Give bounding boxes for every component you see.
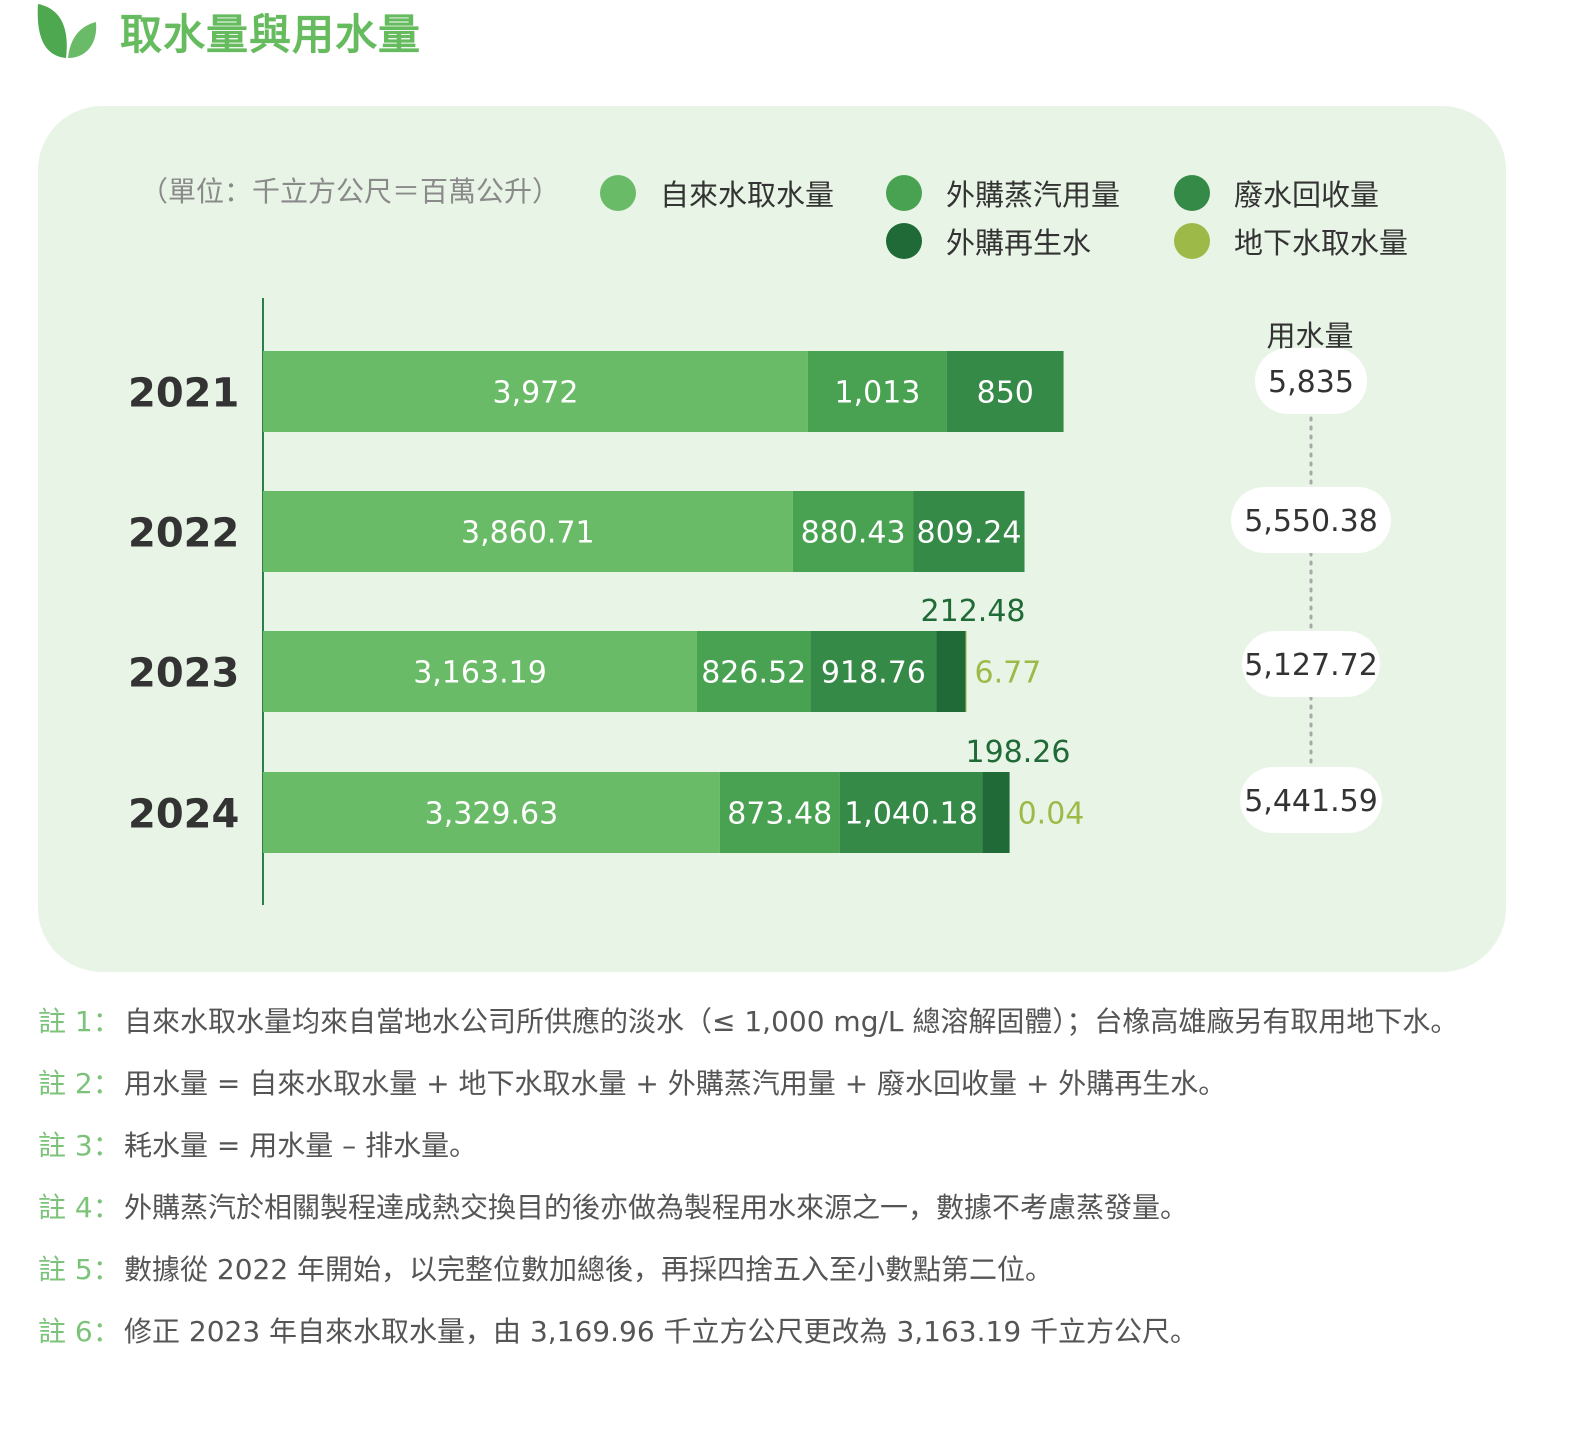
legend-label: 外購再生水	[946, 226, 1092, 260]
data-label: 850	[977, 376, 1034, 411]
data-label: 1,013	[835, 376, 921, 411]
total-pill	[1231, 487, 1391, 553]
bar-segment	[810, 631, 937, 712]
legend-label: 地下水取水量	[1234, 226, 1409, 260]
legend-swatch	[1174, 223, 1210, 259]
data-label: 809.24	[917, 516, 1022, 551]
total-pill	[1242, 631, 1380, 697]
bar-segment	[263, 491, 793, 572]
unit-label: （單位：千立方公尺＝百萬公升）	[140, 175, 561, 208]
bar-segment	[263, 772, 720, 853]
data-label: 3,860.71	[461, 516, 595, 551]
note-label: 註 1：	[38, 1005, 121, 1038]
category-label: 2024	[128, 792, 239, 838]
category-label: 2023	[128, 651, 239, 697]
note-2: 註 2： 用水量 = 自來水取水量 + 地下水取水量 + 外購蒸汽用量 + 廢水…	[38, 1062, 1518, 1106]
total-label: 5,127.72	[1244, 648, 1378, 683]
legend-swatch	[886, 223, 922, 259]
legend-label: 廢水回收量	[1234, 178, 1380, 212]
note-label: 註 4：	[38, 1191, 121, 1224]
note-5: 註 5： 數據從 2022 年開始，以完整位數加總後，再採四捨五入至小數點第二位…	[38, 1248, 1518, 1292]
note-label: 註 6：	[38, 1315, 121, 1348]
legend-item-tap-water: 自來水取水量	[600, 172, 834, 214]
data-label: 826.52	[701, 656, 806, 691]
bar-segment	[839, 772, 983, 853]
bar-segment	[913, 491, 1025, 572]
bar-segment	[946, 351, 1064, 432]
legend-item-steam: 外購蒸汽用量	[886, 172, 1120, 214]
leaf-icon	[37, 4, 97, 58]
notes: 註 1： 自來水取水量均來自當地水公司所供應的淡水（≤ 1,000 mg/L 總…	[38, 1000, 1518, 1372]
bar-segment	[807, 351, 947, 432]
legend-label: 自來水取水量	[660, 178, 835, 212]
bar-segment	[263, 351, 808, 432]
note-6: 註 6： 修正 2023 年自來水取水量，由 3,169.96 千立方公尺更改為…	[38, 1310, 1518, 1354]
legend-swatch	[886, 175, 922, 211]
note-label: 註 3：	[38, 1129, 121, 1162]
data-label: 198.26	[965, 735, 1070, 770]
data-label: 918.76	[821, 656, 926, 691]
legend-item-reclaimed: 外購再生水	[886, 220, 1091, 262]
note-label: 註 5：	[38, 1253, 121, 1286]
data-label: 873.48	[727, 797, 832, 832]
bar-segment	[965, 631, 967, 712]
total-pill	[1240, 767, 1382, 833]
bar-segment	[719, 772, 840, 853]
total-pill	[1255, 348, 1367, 414]
water-use-heading: 用水量	[1266, 319, 1354, 353]
data-label: 6.77	[975, 656, 1042, 691]
legend-label: 外購蒸汽用量	[946, 178, 1121, 212]
stacked-bar-chart: 2021 3,972 1,013 850 5,835 2022 3,860.71 880.43…	[128, 298, 1391, 905]
data-label: 3,972	[493, 376, 579, 411]
data-label: 212.48	[921, 594, 1026, 629]
note-text: 外購蒸汽於相關製程達成熱交換目的後亦做為製程用水來源之一，數據不考慮蒸發量。	[124, 1191, 1189, 1224]
category-label: 2022	[128, 511, 239, 557]
total-label: 5,835	[1268, 365, 1354, 400]
category-label: 2021	[128, 371, 239, 417]
data-label: 0.04	[1018, 797, 1085, 832]
note-text: 數據從 2022 年開始，以完整位數加總後，再採四捨五入至小數點第二位。	[124, 1253, 1054, 1286]
legend-swatch	[600, 175, 636, 211]
bar-segment	[982, 772, 1010, 853]
note-text: 自來水取水量均來自當地水公司所供應的淡水（≤ 1,000 mg/L 總溶解固體）…	[124, 1005, 1459, 1038]
note-3: 註 3： 耗水量 = 用水量 – 排水量。	[38, 1124, 1518, 1168]
data-label: 3,329.63	[425, 797, 559, 832]
data-label: 880.43	[801, 516, 906, 551]
page-title: 取水量與用水量	[120, 9, 422, 59]
bar-segment	[263, 631, 697, 712]
note-text: 修正 2023 年自來水取水量，由 3,169.96 千立方公尺更改為 3,16…	[124, 1315, 1199, 1348]
bar-segment	[792, 491, 914, 572]
data-label: 1,040.18	[844, 797, 978, 832]
total-label: 5,550.38	[1244, 504, 1378, 539]
bar-segment	[936, 631, 966, 712]
note-4: 註 4： 外購蒸汽於相關製程達成熱交換目的後亦做為製程用水來源之一，數據不考慮蒸…	[38, 1186, 1518, 1230]
legend-swatch	[1174, 175, 1210, 211]
note-text: 耗水量 = 用水量 – 排水量。	[124, 1129, 478, 1162]
legend-item-groundwater: 地下水取水量	[1174, 220, 1408, 262]
data-label: 3,163.19	[413, 656, 547, 691]
header: 取水量與用水量	[36, 0, 421, 62]
legend-item-recycled: 廢水回收量	[1174, 172, 1379, 214]
note-label: 註 2：	[38, 1067, 121, 1100]
note-1: 註 1： 自來水取水量均來自當地水公司所供應的淡水（≤ 1,000 mg/L 總…	[38, 1000, 1518, 1044]
bar-segment	[696, 631, 811, 712]
total-label: 5,441.59	[1244, 784, 1378, 819]
note-text: 用水量 = 自來水取水量 + 地下水取水量 + 外購蒸汽用量 + 廢水回收量 +…	[124, 1067, 1227, 1100]
